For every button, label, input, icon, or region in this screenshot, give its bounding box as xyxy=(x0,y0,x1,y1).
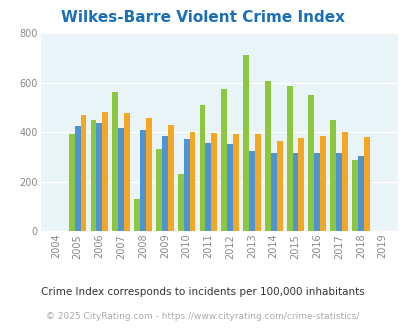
Bar xyxy=(75,126,80,231)
Bar xyxy=(80,115,86,231)
Bar xyxy=(102,112,108,231)
Bar xyxy=(177,174,183,231)
Bar xyxy=(145,118,151,231)
Bar xyxy=(68,135,75,231)
Bar xyxy=(292,153,298,231)
Bar xyxy=(90,120,96,231)
Bar xyxy=(124,114,130,231)
Bar xyxy=(156,149,162,231)
Text: Crime Index corresponds to incidents per 100,000 inhabitants: Crime Index corresponds to incidents per… xyxy=(41,287,364,297)
Bar xyxy=(320,136,325,231)
Bar xyxy=(351,160,357,231)
Bar xyxy=(140,130,145,231)
Bar xyxy=(335,153,341,231)
Bar xyxy=(276,141,282,231)
Bar xyxy=(363,137,369,231)
Bar xyxy=(313,153,320,231)
Bar xyxy=(308,95,313,231)
Text: Wilkes-Barre Violent Crime Index: Wilkes-Barre Violent Crime Index xyxy=(61,10,344,25)
Text: © 2025 CityRating.com - https://www.cityrating.com/crime-statistics/: © 2025 CityRating.com - https://www.city… xyxy=(46,312,359,321)
Bar xyxy=(270,153,276,231)
Bar xyxy=(286,86,292,231)
Bar xyxy=(205,143,211,231)
Bar xyxy=(232,135,239,231)
Bar xyxy=(183,139,189,231)
Bar xyxy=(243,55,248,231)
Bar xyxy=(162,136,167,231)
Bar xyxy=(248,150,254,231)
Bar xyxy=(227,145,232,231)
Bar xyxy=(134,199,140,231)
Bar xyxy=(357,155,363,231)
Bar xyxy=(199,105,205,231)
Bar xyxy=(221,89,227,231)
Bar xyxy=(189,132,195,231)
Bar xyxy=(264,81,270,231)
Bar xyxy=(298,138,304,231)
Bar xyxy=(118,128,124,231)
Bar xyxy=(167,125,173,231)
Bar xyxy=(211,133,217,231)
Bar xyxy=(112,92,118,231)
Bar xyxy=(329,120,335,231)
Bar xyxy=(96,123,102,231)
Bar xyxy=(254,135,260,231)
Bar xyxy=(341,132,347,231)
